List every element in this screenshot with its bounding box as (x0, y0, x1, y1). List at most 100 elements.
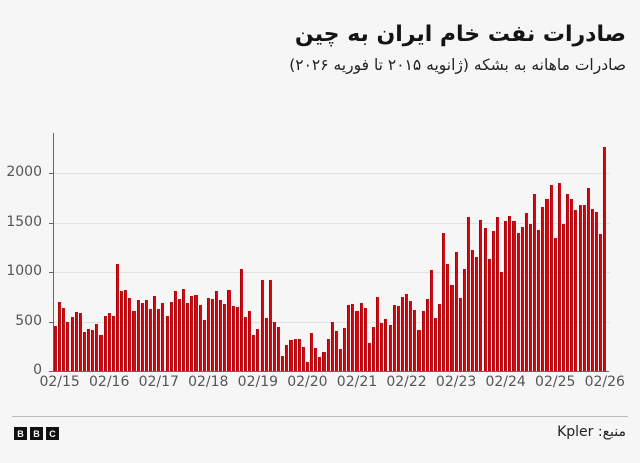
bar (487, 258, 491, 371)
bar (310, 333, 314, 371)
bar (99, 335, 103, 371)
bar (78, 312, 82, 371)
bar (380, 323, 384, 371)
bar (95, 324, 99, 371)
bar (433, 317, 438, 371)
bar (289, 340, 293, 371)
bar (462, 269, 466, 371)
bar (239, 268, 243, 371)
bar (198, 305, 202, 371)
bar (338, 348, 343, 371)
bar (74, 311, 78, 371)
bar (471, 250, 475, 371)
bar (570, 199, 574, 371)
bar (359, 302, 363, 371)
x-tick-label: 02/17 (138, 374, 179, 390)
bar (508, 215, 512, 371)
bar (103, 315, 107, 371)
bar (429, 270, 433, 371)
bar (148, 308, 153, 371)
x-tick-label: 02/23 (435, 374, 477, 390)
bbc-logo-letter: C (46, 427, 59, 440)
bar (219, 299, 223, 371)
bar (446, 264, 450, 371)
bar (516, 233, 520, 371)
bar (372, 326, 376, 371)
bar (561, 224, 566, 371)
bar (223, 304, 227, 371)
bar (409, 300, 413, 371)
bar (491, 230, 495, 371)
y-tick-mark (49, 272, 53, 274)
x-tick-label: 02/21 (336, 374, 378, 390)
gridline (54, 222, 610, 224)
bar (128, 297, 132, 371)
x-tick-label: 02/24 (485, 374, 526, 390)
bar (82, 332, 86, 371)
bar (169, 301, 173, 371)
bar (396, 305, 400, 371)
bar (243, 316, 248, 371)
bar (483, 227, 487, 371)
bar (144, 299, 148, 371)
bar (500, 271, 504, 371)
gridline (54, 272, 610, 274)
y-tick-label: 1000 (6, 263, 42, 280)
bar (136, 300, 140, 371)
bar (504, 221, 508, 371)
bar (479, 220, 483, 371)
bar (268, 280, 272, 371)
bar (227, 290, 231, 371)
bar (264, 317, 268, 371)
bar (553, 237, 557, 371)
bar (603, 146, 607, 371)
bar (314, 348, 318, 371)
bar (400, 297, 404, 371)
bar (347, 305, 351, 371)
bar (120, 291, 124, 371)
bar (235, 306, 239, 371)
bar (297, 338, 301, 371)
bar (173, 291, 177, 371)
y-tick-mark (49, 321, 53, 323)
bar (132, 310, 136, 371)
bar (326, 338, 330, 371)
bar (388, 325, 392, 371)
bar (194, 295, 198, 371)
bbc-logo-letter: B (30, 427, 43, 440)
bar (277, 326, 281, 371)
y-tick-mark (49, 222, 53, 224)
bar (305, 361, 310, 371)
bar (177, 298, 181, 371)
y-tick-mark (49, 173, 53, 175)
bar (520, 227, 524, 371)
bar (285, 345, 289, 371)
bar (566, 193, 570, 371)
bar (417, 329, 421, 371)
bar (231, 306, 235, 371)
bar (541, 206, 545, 371)
bar (586, 188, 590, 371)
bar (210, 298, 215, 371)
bar (58, 301, 62, 371)
bar (421, 310, 425, 371)
bar (256, 328, 260, 371)
bar (115, 263, 120, 371)
bar (578, 205, 582, 371)
gridline (54, 173, 610, 175)
bar (293, 338, 297, 371)
bar (318, 357, 322, 371)
x-tick-label: 02/25 (535, 374, 576, 390)
bar (140, 302, 144, 371)
bar (351, 303, 355, 371)
bar (124, 289, 128, 371)
bar (111, 315, 115, 371)
bar (405, 294, 409, 371)
x-axis (53, 371, 609, 372)
bar (87, 328, 91, 371)
bar (182, 289, 186, 371)
bar (301, 346, 305, 371)
bar (475, 257, 479, 371)
bar (582, 205, 586, 371)
bar (70, 317, 74, 371)
